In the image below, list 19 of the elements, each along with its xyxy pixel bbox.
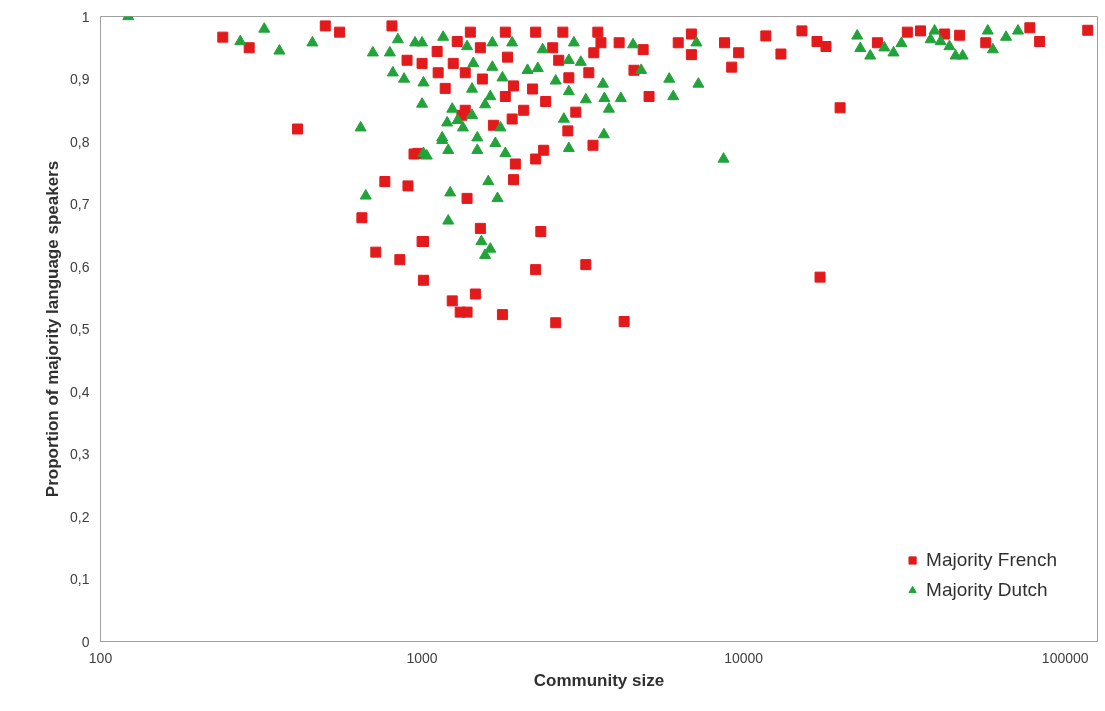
y-tick-label: 0,7: [70, 196, 90, 212]
x-tick-label: 100000: [1041, 649, 1089, 666]
y-tick-label: 0,6: [70, 258, 90, 275]
x-tick-label: 100: [88, 649, 113, 666]
legend-label: Majority French: [926, 549, 1057, 571]
y-tick-label: 0,9: [70, 71, 90, 87]
y-tick-label: 1: [81, 8, 90, 25]
x-axis-title: Community size: [533, 670, 665, 690]
x-tick-label: 10000: [724, 649, 764, 666]
y-tick-label: 0,4: [70, 383, 90, 400]
y-tick-label: 0,8: [70, 133, 90, 150]
y-tick-label: 0,1: [70, 571, 90, 587]
y-axis-title: Proportion of majority language speakers: [43, 160, 63, 498]
y-tick-label: 0,3: [70, 446, 90, 462]
y-tick-label: 0,5: [70, 321, 90, 337]
y-tick-label: 0: [81, 633, 90, 650]
y-tick-label: 0,2: [70, 508, 90, 525]
x-tick-label: 1000: [406, 649, 438, 666]
legend-label: Majority Dutch: [926, 579, 1048, 601]
